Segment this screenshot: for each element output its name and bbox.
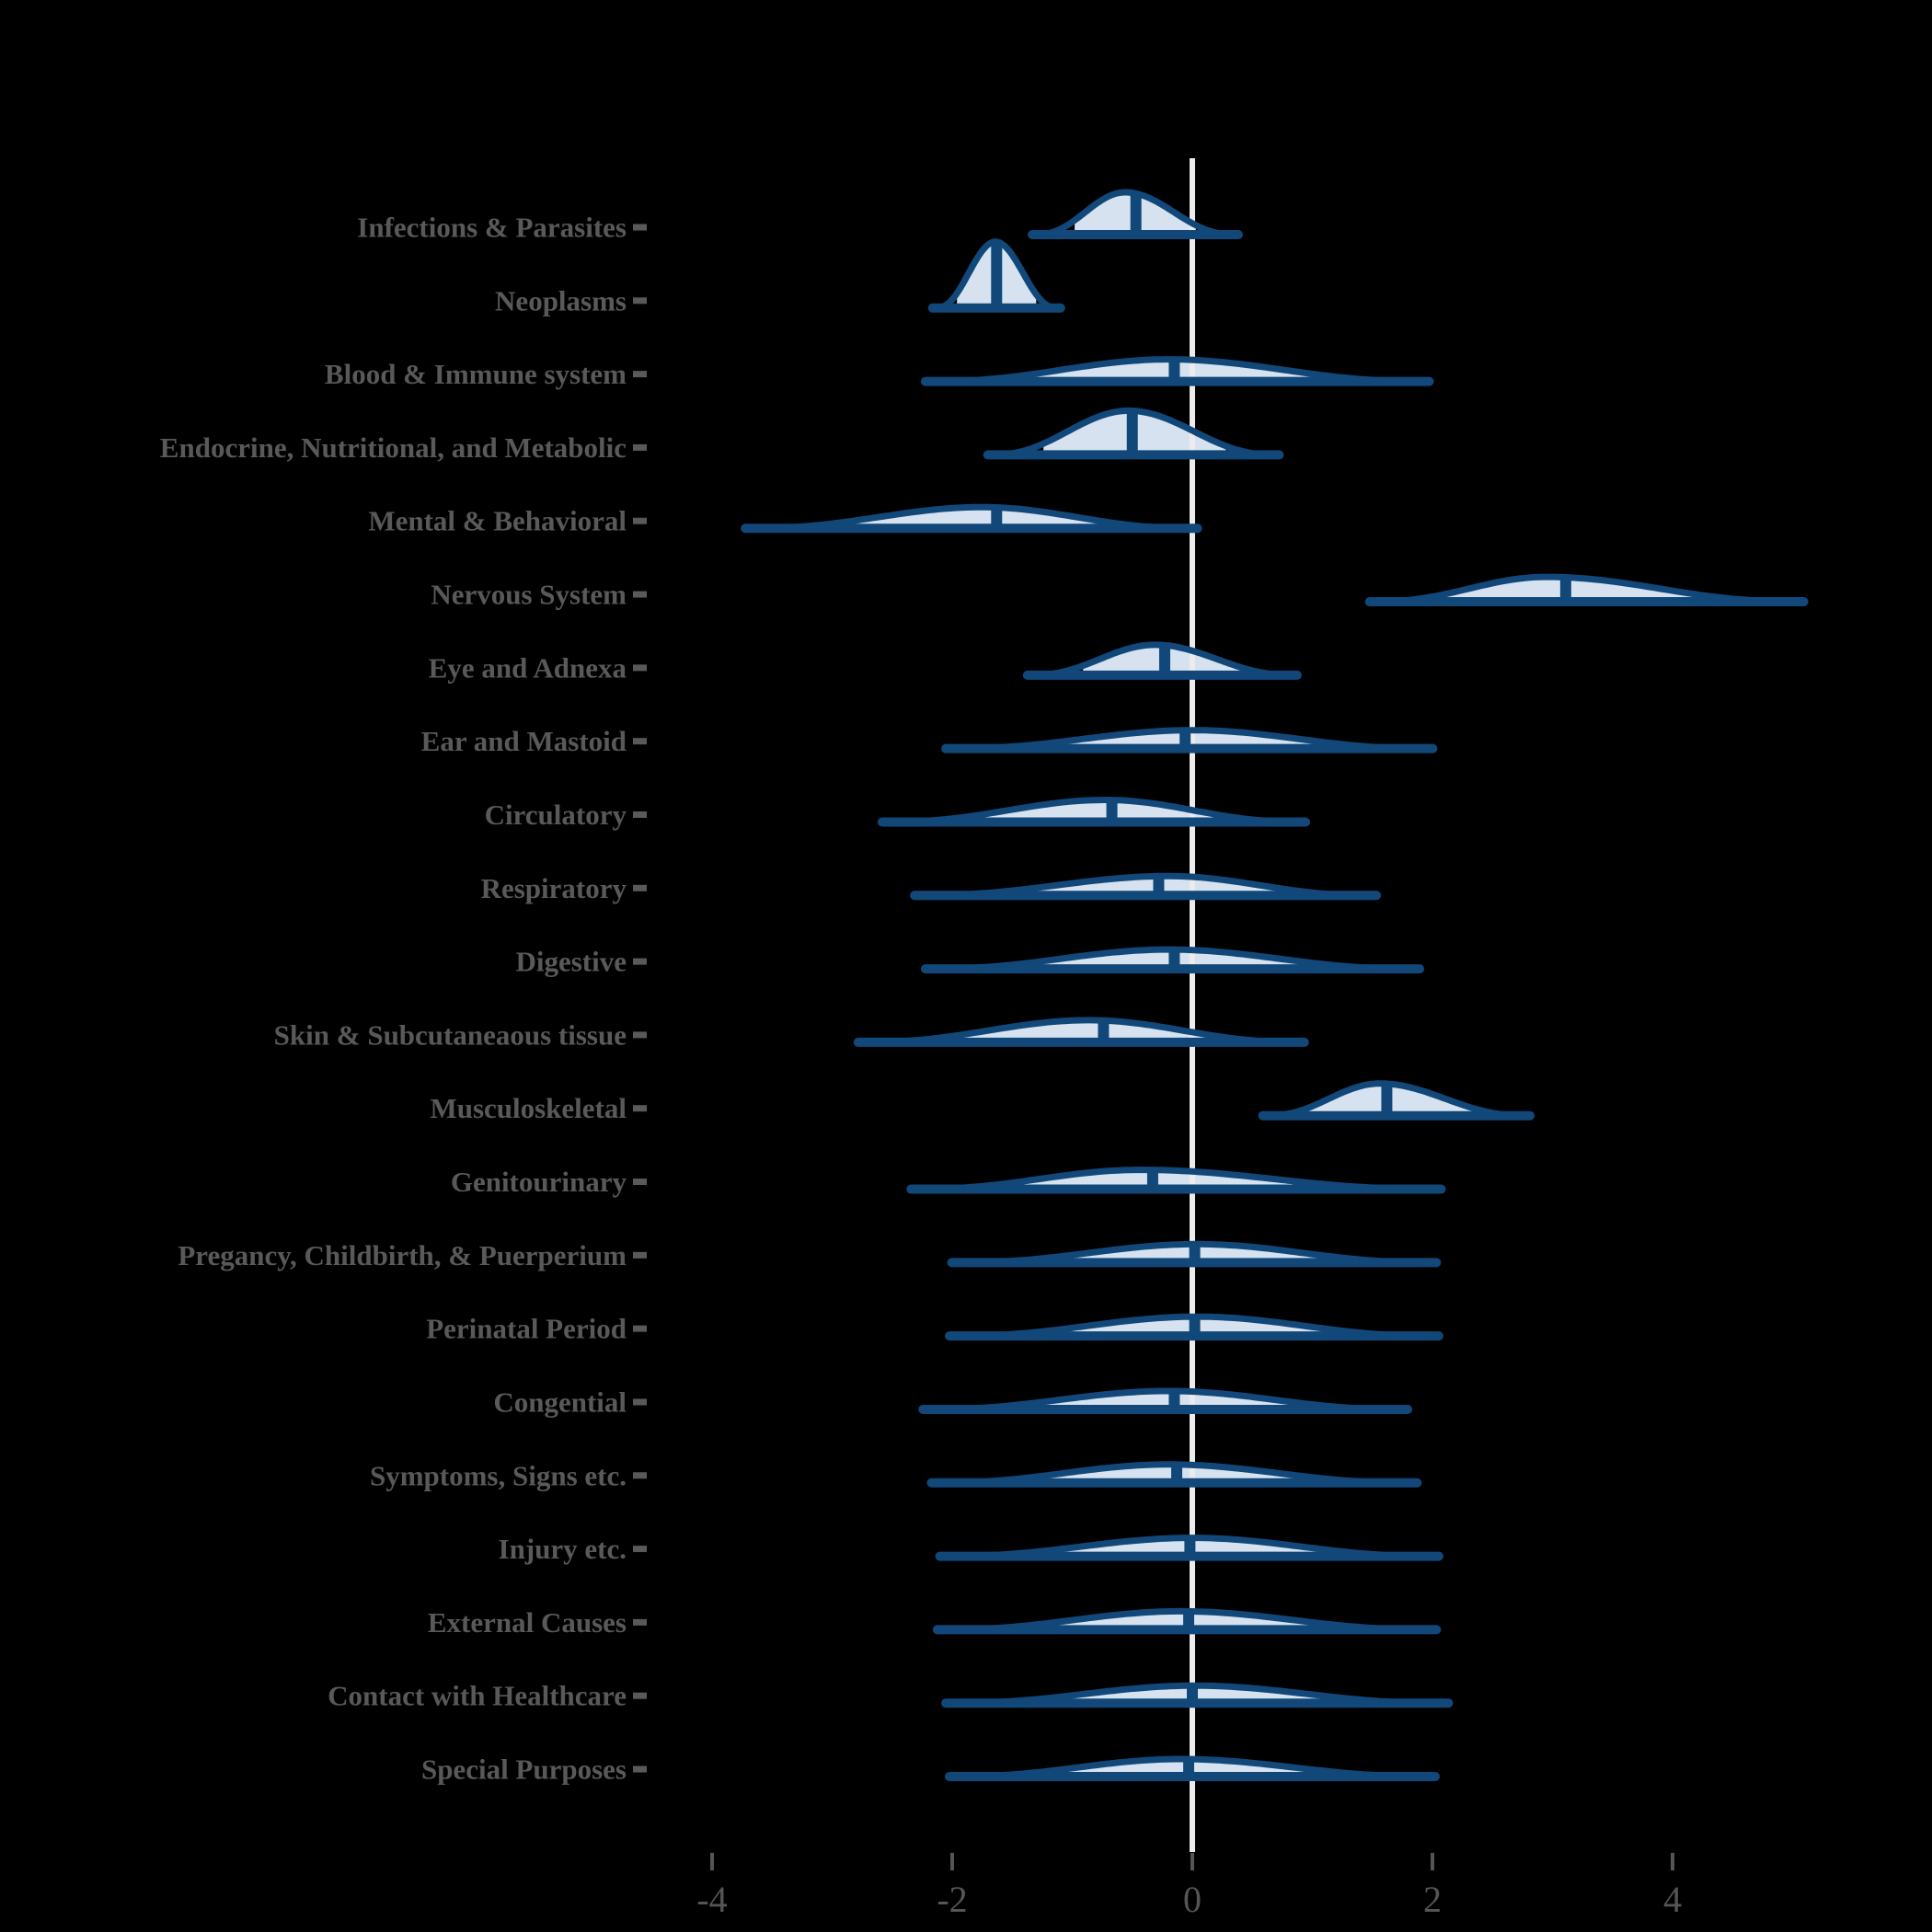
y-axis-tick-endocrine-nutritional-and-metabolic [633, 443, 647, 451]
category-label-endocrine-nutritional-and-metabolic: Endocrine, Nutritional, and Metabolic [160, 431, 627, 464]
y-axis-tick-digestive [633, 958, 647, 965]
category-label-congential: Congential [493, 1386, 627, 1418]
x-axis-tick-label: 4 [1663, 1879, 1682, 1920]
zero-reference-line [1190, 158, 1195, 1852]
y-axis-tick-skin-subcutaneaous-tissue [633, 1031, 647, 1039]
y-axis-tick-infections-parasites [633, 224, 647, 231]
x-axis-tick-label: -2 [937, 1879, 967, 1920]
y-axis-tick-symptoms-signs-etc [633, 1472, 647, 1479]
category-label-genitourinary: Genitourinary [451, 1166, 627, 1198]
y-axis-tick-special-purposes [633, 1765, 647, 1773]
y-axis-tick-genitourinary [633, 1179, 647, 1186]
category-label-nervous-system: Nervous System [431, 579, 627, 611]
category-label-pregancy-childbirth-puerperium: Pregancy, Childbirth, & Puerperium [178, 1239, 627, 1271]
y-axis-tick-circulatory [633, 811, 647, 818]
y-axis-tick-musculoskeletal [633, 1105, 647, 1112]
y-axis-tick-respiratory [633, 884, 647, 891]
density-outline-neoplasms [932, 238, 1062, 312]
x-axis-tick-label: -4 [696, 1879, 727, 1920]
category-label-contact-with-healthcare: Contact with Healthcare [328, 1680, 627, 1712]
y-axis-tick-neoplasms [633, 297, 647, 305]
category-label-respiratory: Respiratory [481, 872, 627, 904]
category-label-digestive: Digestive [515, 946, 627, 978]
y-axis-tick-ear-and-mastoid [633, 738, 647, 745]
y-axis-tick-mental-behavioral [633, 517, 647, 524]
category-label-eye-and-adnexa: Eye and Adnexa [429, 651, 627, 684]
y-axis-tick-contact-with-healthcare [633, 1692, 647, 1699]
category-label-skin-subcutaneaous-tissue: Skin & Subcutaneaous tissue [274, 1018, 627, 1051]
y-axis-tick-blood-immune-system [633, 371, 647, 378]
category-label-neoplasms: Neoplasms [495, 284, 627, 316]
x-axis-tick-label: 0 [1183, 1879, 1202, 1920]
category-label-symptoms-signs-etc: Symptoms, Signs etc. [370, 1459, 627, 1491]
y-axis-tick-congential [633, 1398, 647, 1406]
y-axis-tick-nervous-system [633, 591, 647, 598]
y-axis-tick-external-causes [633, 1618, 647, 1626]
y-axis-tick-pregancy-childbirth-puerperium [633, 1251, 647, 1259]
density-outline-endocrine-nutritional-and-metabolic [987, 407, 1280, 458]
category-label-blood-immune-system: Blood & Immune system [325, 358, 627, 390]
density-outline-musculoskeletal [1262, 1080, 1531, 1120]
y-axis-tick-perinatal-period [633, 1325, 647, 1332]
density-outline-eye-and-adnexa [1027, 641, 1298, 679]
y-axis-tick-eye-and-adnexa [633, 664, 647, 672]
category-label-infections-parasites: Infections & Parasites [357, 212, 627, 244]
category-label-ear-and-mastoid: Ear and Mastoid [421, 725, 627, 757]
category-label-injury-etc: Injury etc. [499, 1533, 627, 1565]
density-outline-infections-parasites [1031, 189, 1239, 238]
category-label-external-causes: External Causes [428, 1606, 627, 1639]
category-label-special-purposes: Special Purposes [421, 1754, 627, 1786]
y-axis-tick-injury-etc [633, 1546, 647, 1553]
category-label-perinatal-period: Perinatal Period [426, 1313, 627, 1345]
category-label-circulatory: Circulatory [485, 799, 627, 831]
category-label-mental-behavioral: Mental & Behavioral [368, 505, 627, 537]
x-axis-tick-label: 2 [1423, 1879, 1442, 1920]
category-label-musculoskeletal: Musculoskeletal [430, 1092, 627, 1124]
